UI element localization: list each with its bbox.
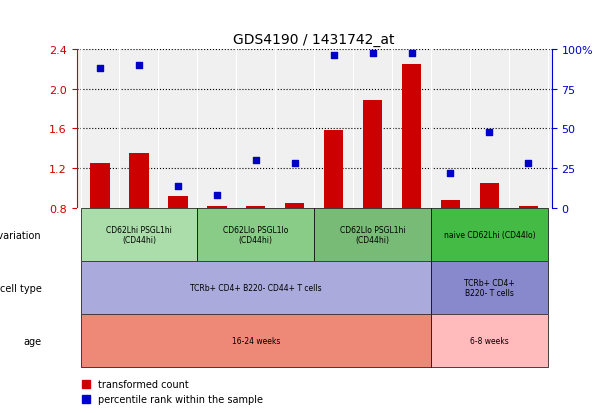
Bar — [314, 209, 431, 261]
Text: CD62Llo PSGL1lo
(CD44hi): CD62Llo PSGL1lo (CD44hi) — [223, 225, 289, 245]
Text: genotype/variation: genotype/variation — [0, 230, 42, 240]
Point — [251, 158, 261, 164]
Text: 16-24 weeks: 16-24 weeks — [232, 337, 280, 346]
Point — [173, 183, 183, 190]
Point — [484, 129, 494, 135]
Bar — [197, 209, 314, 261]
Bar — [80, 261, 431, 315]
Text: CD62Lhi PSGL1hi
(CD44hi): CD62Lhi PSGL1hi (CD44hi) — [106, 225, 172, 245]
Text: 6-8 weeks: 6-8 weeks — [470, 337, 509, 346]
Point — [329, 52, 338, 59]
Bar — [479, 184, 499, 209]
Point — [95, 65, 105, 72]
Bar — [441, 201, 460, 209]
Point — [290, 161, 300, 167]
Bar — [207, 206, 227, 209]
Bar — [285, 204, 305, 209]
Point — [212, 192, 222, 199]
Point — [524, 161, 533, 167]
Bar — [363, 101, 383, 209]
Bar — [80, 315, 431, 368]
Point — [446, 170, 455, 177]
Text: cell type: cell type — [0, 283, 42, 293]
Text: naive CD62Lhi (CD44lo): naive CD62Lhi (CD44lo) — [444, 230, 535, 240]
Title: GDS4190 / 1431742_at: GDS4190 / 1431742_at — [234, 33, 395, 47]
Bar — [90, 164, 110, 209]
Bar — [246, 206, 265, 209]
Bar — [168, 197, 188, 209]
Bar — [431, 209, 548, 261]
Bar — [431, 315, 548, 368]
Point — [368, 51, 378, 58]
Bar — [519, 206, 538, 209]
Text: TCRb+ CD4+ B220- CD44+ T cells: TCRb+ CD4+ B220- CD44+ T cells — [190, 284, 322, 292]
Legend: transformed count, percentile rank within the sample: transformed count, percentile rank withi… — [78, 375, 267, 408]
Point — [134, 62, 144, 69]
Text: age: age — [23, 336, 42, 346]
Bar — [129, 154, 149, 209]
Text: CD62Llo PSGL1hi
(CD44hi): CD62Llo PSGL1hi (CD44hi) — [340, 225, 405, 245]
Bar — [402, 64, 421, 209]
Bar — [80, 209, 197, 261]
Point — [406, 51, 416, 58]
Text: TCRb+ CD4+
B220- T cells: TCRb+ CD4+ B220- T cells — [464, 278, 515, 298]
Bar — [431, 261, 548, 315]
Bar — [324, 131, 343, 209]
